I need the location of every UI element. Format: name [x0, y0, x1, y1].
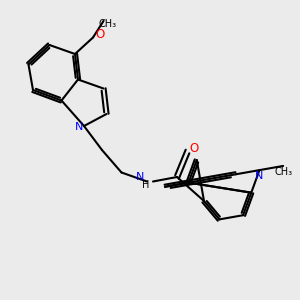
Text: CH₃: CH₃ — [274, 167, 292, 177]
Text: H: H — [142, 180, 149, 190]
Text: N: N — [75, 122, 84, 133]
Text: O: O — [190, 142, 199, 155]
Text: O: O — [95, 28, 104, 41]
Text: N: N — [136, 172, 145, 182]
Text: CH₃: CH₃ — [99, 19, 117, 29]
Text: N: N — [255, 170, 264, 181]
